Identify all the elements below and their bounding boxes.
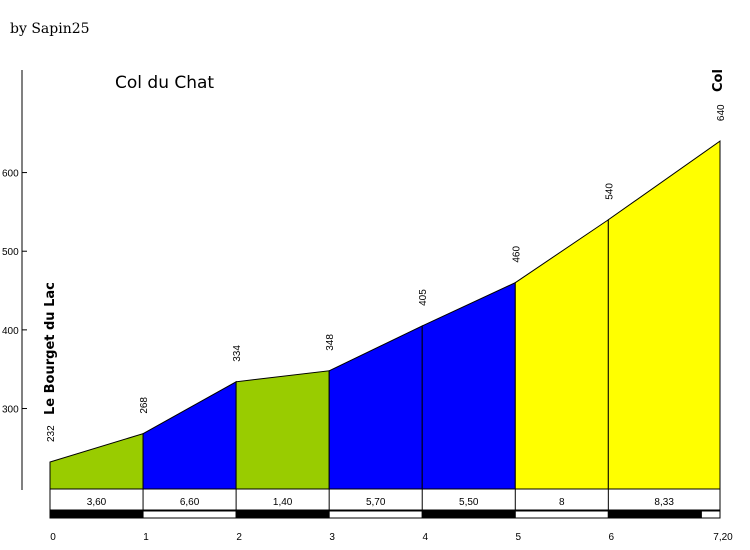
distance-ruler-segment xyxy=(235,510,330,519)
gradient-label: 1,40 xyxy=(273,497,293,508)
profile-segment xyxy=(49,433,144,490)
end-label: Col xyxy=(711,69,726,92)
elevation-label: 232 xyxy=(46,425,57,442)
profile-segment xyxy=(514,218,609,490)
gradient-label: 5,70 xyxy=(366,497,386,508)
x-tick-label: 1 xyxy=(143,532,149,543)
x-tick-label: 3 xyxy=(329,532,335,543)
elevation-label: 540 xyxy=(604,183,615,200)
profile-segments xyxy=(49,140,721,490)
profile-segment xyxy=(607,140,721,490)
y-tick-label: 600 xyxy=(2,169,19,180)
gradient-label: 6,60 xyxy=(180,497,200,508)
distance-ruler-segment xyxy=(700,510,721,519)
y-tick-label: 300 xyxy=(2,405,19,416)
distance-ruler-segment xyxy=(328,510,423,519)
distance-ruler-segment xyxy=(514,510,609,519)
gradient-label: 8,33 xyxy=(654,497,674,508)
profile-segment xyxy=(421,281,516,490)
x-tick-label: 5 xyxy=(515,532,521,543)
gradient-label: 8 xyxy=(559,497,565,508)
gradient-row-box xyxy=(49,488,721,511)
y-tick-label: 500 xyxy=(2,247,19,258)
distance-ruler-segment xyxy=(421,510,516,519)
x-tick-label: 0 xyxy=(50,532,56,543)
elevation-label: 268 xyxy=(139,397,150,414)
distance-ruler-segment xyxy=(49,510,144,519)
y-tick-label: 400 xyxy=(2,326,19,337)
chart-title: Col du Chat xyxy=(115,73,214,93)
elevation-labels: 232 268 334 348 405 460 540 640 xyxy=(46,104,727,442)
elevation-label: 348 xyxy=(325,334,336,351)
distance-ruler-segment xyxy=(142,510,237,519)
profile-segment xyxy=(328,325,423,490)
elevation-label: 334 xyxy=(232,345,243,362)
start-label: Le Bourget du Lac xyxy=(43,282,58,415)
distance-ruler-segment xyxy=(607,510,702,519)
elevation-label: 640 xyxy=(716,104,727,121)
gradient-label: 3,60 xyxy=(87,497,107,508)
profile-segment xyxy=(235,370,330,490)
x-tick-label: 2 xyxy=(236,532,242,543)
x-tick-label: 7,20 xyxy=(713,532,733,543)
credit-text: by Sapin25 xyxy=(10,21,90,37)
gradient-band: 3,60 6,60 1,40 5,70 5,50 8 8,33 0 1 2 3 4 5 6 7,20 xyxy=(49,488,733,543)
x-tick-label: 4 xyxy=(422,532,428,543)
elevation-label: 460 xyxy=(511,246,522,263)
x-tick-label: 6 xyxy=(609,532,615,543)
gradient-label: 5,50 xyxy=(459,497,479,508)
profile-segment xyxy=(142,380,237,490)
elevation-label: 405 xyxy=(418,289,429,306)
y-axis: 300 400 500 600 xyxy=(2,70,27,490)
